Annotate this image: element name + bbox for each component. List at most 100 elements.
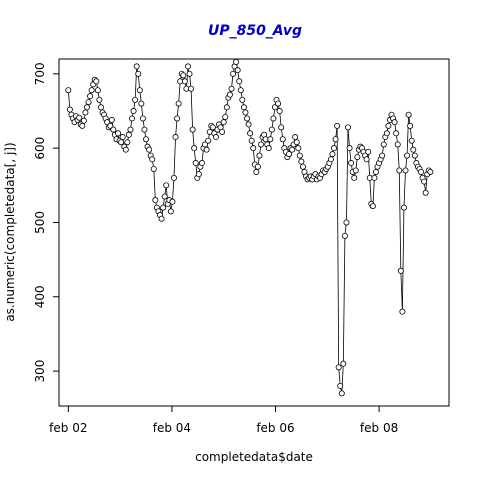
data-point [421, 178, 428, 185]
chart-title: UP_850_Avg [208, 23, 302, 39]
data-point [226, 91, 233, 98]
data-point [402, 167, 409, 174]
data-point [332, 136, 339, 143]
data-point [410, 146, 417, 153]
data-point [223, 104, 230, 111]
data-point [257, 141, 264, 148]
data-point [88, 87, 95, 94]
data-point [397, 267, 404, 274]
data-point [240, 104, 247, 111]
data-point [340, 360, 347, 367]
connect-segment [173, 137, 176, 178]
x-axis-label: completedata$date [195, 450, 313, 464]
y-tick-label: 600 [33, 137, 47, 160]
data-point [383, 130, 390, 137]
data-point [122, 146, 129, 153]
x-tick-label: feb 06 [256, 421, 294, 435]
data-point [186, 70, 193, 77]
data-point [351, 174, 358, 181]
data-point [242, 109, 249, 116]
data-point [87, 93, 94, 100]
data-point [209, 124, 216, 131]
data-point [118, 139, 125, 146]
data-point [136, 87, 143, 94]
data-point [146, 146, 153, 153]
data-point [427, 168, 434, 175]
data-point [237, 87, 244, 94]
data-point [334, 122, 341, 129]
connect-segment [175, 118, 178, 138]
data-point [407, 122, 414, 129]
data-point [354, 154, 361, 161]
data-point [346, 145, 353, 152]
connect-segment [338, 367, 341, 386]
data-point [167, 208, 174, 215]
data-point [85, 99, 92, 106]
data-point [107, 122, 114, 129]
data-point [65, 87, 72, 94]
plot-frame [58, 58, 450, 407]
data-point [184, 63, 191, 70]
data-point [335, 364, 342, 371]
data-point [396, 167, 403, 174]
data-point [285, 151, 292, 158]
data-point [66, 106, 73, 113]
data-point [327, 156, 334, 163]
data-point [292, 134, 299, 141]
y-tick-label: 300 [33, 360, 47, 383]
data-point [296, 152, 303, 159]
data-point [341, 232, 348, 239]
data-point [250, 145, 257, 152]
data-point [138, 100, 145, 107]
data-point [158, 215, 165, 222]
data-point [188, 85, 195, 92]
connect-segment [336, 125, 340, 368]
connect-segment [367, 151, 371, 178]
data-point [271, 104, 278, 111]
data-point [234, 67, 241, 74]
data-point [94, 87, 101, 94]
data-point [132, 96, 139, 103]
data-point [411, 152, 418, 159]
data-point [343, 219, 350, 226]
data-point [230, 70, 237, 77]
data-point [212, 134, 219, 141]
data-point [345, 124, 352, 131]
x-tick-label: feb 04 [153, 421, 191, 435]
connect-segment [401, 207, 405, 312]
y-axis: 300 400 500 600 700 [33, 62, 59, 383]
data-point [169, 198, 176, 205]
y-axis-label: as.numeric(completedata[, j]) [3, 142, 17, 321]
data-point [124, 139, 131, 146]
data-point [172, 134, 179, 141]
data-point [195, 171, 202, 178]
connect-segment [372, 177, 375, 207]
data-point [391, 119, 398, 126]
data-point [202, 141, 209, 148]
data-point [220, 119, 227, 126]
data-point [180, 72, 187, 79]
data-point [298, 158, 305, 165]
data-point [110, 126, 117, 133]
data-point [399, 308, 406, 315]
connect-segment [369, 177, 372, 204]
data-point [418, 168, 425, 175]
data-point [233, 58, 240, 65]
data-point [79, 122, 86, 129]
data-point [268, 126, 275, 133]
connect-segment [342, 235, 346, 364]
data-point [365, 148, 372, 155]
data-point [143, 136, 150, 143]
data-point [192, 160, 199, 167]
data-point [299, 163, 306, 170]
data-point [115, 130, 122, 137]
data-point [133, 63, 140, 70]
connect-segment [192, 129, 195, 149]
data-point [275, 100, 282, 107]
data-point [191, 145, 198, 152]
data-point [248, 137, 255, 144]
data-point [203, 146, 210, 153]
data-point [337, 382, 344, 389]
connect-segment [134, 66, 138, 100]
data-point [239, 96, 246, 103]
